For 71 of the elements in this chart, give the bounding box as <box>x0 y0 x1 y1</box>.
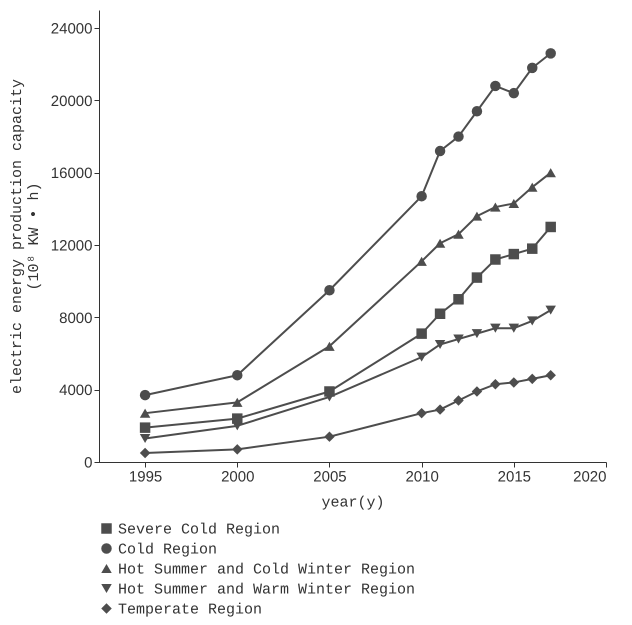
point <box>472 212 482 221</box>
point <box>527 243 538 254</box>
x-axis-title: year(y) <box>321 494 385 512</box>
point <box>324 431 335 442</box>
point <box>527 62 538 74</box>
point <box>140 422 150 433</box>
y-tick-label: 0 <box>84 454 92 472</box>
point <box>490 379 501 390</box>
point <box>140 390 150 400</box>
point <box>232 370 243 380</box>
point <box>508 248 520 260</box>
point <box>453 334 464 344</box>
point <box>545 168 556 178</box>
point <box>508 198 520 208</box>
point <box>490 324 501 333</box>
point <box>527 374 538 384</box>
x-tick-label: 2000 <box>221 468 254 486</box>
x-tick-label: 1995 <box>128 468 162 486</box>
point <box>434 146 446 156</box>
y-tick-label: 20000 <box>50 92 92 110</box>
x-tick-label: 2020 <box>573 468 606 486</box>
point <box>416 408 427 418</box>
point <box>434 340 446 350</box>
x-tick-label: 2015 <box>498 468 532 486</box>
point <box>490 80 501 92</box>
point <box>232 444 243 455</box>
point <box>472 106 482 116</box>
point <box>508 324 520 333</box>
point <box>232 398 243 407</box>
point <box>545 370 556 380</box>
point <box>453 395 464 406</box>
y-tick-label: 16000 <box>50 165 92 182</box>
legend-label: Hot Summer and Cold Winter Region <box>118 562 416 578</box>
point <box>545 306 556 315</box>
y-tick-label: 8000 <box>59 310 92 327</box>
point <box>545 48 556 59</box>
point <box>453 230 464 239</box>
point <box>508 88 520 98</box>
point <box>472 272 482 283</box>
y-tick-label: 24000 <box>50 20 92 38</box>
legend-label: Cold Region <box>118 542 218 558</box>
point <box>490 254 501 265</box>
point <box>527 316 538 326</box>
y-axis-title: electric energy production capacity (10⁸ KW • h) <box>8 78 43 394</box>
point <box>453 131 464 142</box>
point <box>434 238 446 248</box>
point <box>416 328 427 339</box>
point <box>545 222 556 232</box>
legend-label: Severe Cold Region <box>118 522 280 538</box>
point <box>453 294 464 305</box>
legend-label: Temperate Region <box>118 602 262 618</box>
point <box>140 408 150 418</box>
x-tick-label: 2005 <box>313 468 347 486</box>
point <box>324 285 335 296</box>
point <box>140 448 150 458</box>
point <box>434 308 446 319</box>
point <box>472 386 482 397</box>
point <box>472 329 482 338</box>
y-tick-label: 4000 <box>59 382 92 400</box>
legend-label: Hot Summer and Warm Winter Region <box>118 582 416 598</box>
point <box>416 352 427 362</box>
point <box>416 256 427 266</box>
point <box>490 202 501 212</box>
point <box>508 377 520 388</box>
point <box>434 404 446 415</box>
point <box>527 182 538 192</box>
point <box>140 434 150 444</box>
point <box>416 190 427 202</box>
point <box>324 342 335 351</box>
x-tick-label: 2010 <box>405 468 439 486</box>
y-tick-label: 12000 <box>50 238 92 255</box>
